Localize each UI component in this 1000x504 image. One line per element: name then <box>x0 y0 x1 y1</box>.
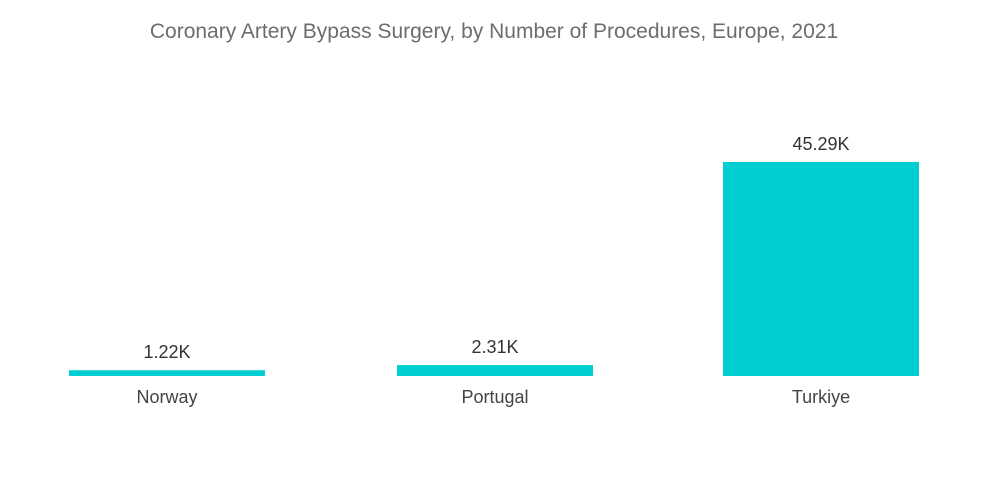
category-label-turkiye: Turkiye <box>792 387 850 407</box>
value-label-portugal: 2.31K <box>471 337 518 357</box>
bar-portugal <box>397 365 593 376</box>
category-label-portugal: Portugal <box>461 387 528 407</box>
chart-title: Coronary Artery Bypass Surgery, by Numbe… <box>150 20 838 43</box>
bars-layer: 1.22K Norway 2.31K Portugal 45.29K Turkiye <box>69 134 919 407</box>
category-label-norway: Norway <box>136 387 197 407</box>
bar-turkiye <box>723 162 919 376</box>
value-label-turkiye: 45.29K <box>792 134 849 154</box>
value-label-norway: 1.22K <box>143 342 190 362</box>
bar-norway <box>69 370 265 376</box>
